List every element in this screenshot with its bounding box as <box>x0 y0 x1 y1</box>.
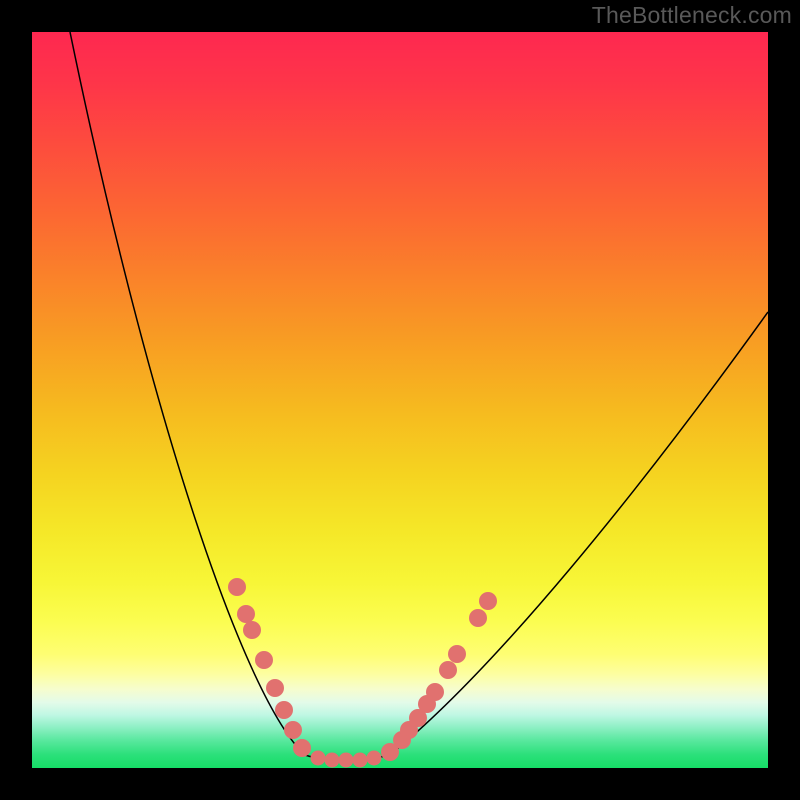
bead <box>284 721 302 739</box>
bead <box>325 753 340 768</box>
bottleneck-chart <box>0 0 800 800</box>
bead <box>243 621 261 639</box>
bead <box>311 751 326 766</box>
bead <box>255 651 273 669</box>
bead <box>426 683 444 701</box>
bead <box>266 679 284 697</box>
bead <box>228 578 246 596</box>
bead <box>439 661 457 679</box>
bead <box>293 739 311 757</box>
bead <box>353 753 368 768</box>
bead <box>237 605 255 623</box>
bead <box>275 701 293 719</box>
bead <box>479 592 497 610</box>
bead <box>469 609 487 627</box>
watermark: TheBottleneck.com <box>592 2 792 29</box>
bead <box>448 645 466 663</box>
gradient-background <box>32 32 768 768</box>
bead <box>367 751 382 766</box>
bead <box>339 753 354 768</box>
